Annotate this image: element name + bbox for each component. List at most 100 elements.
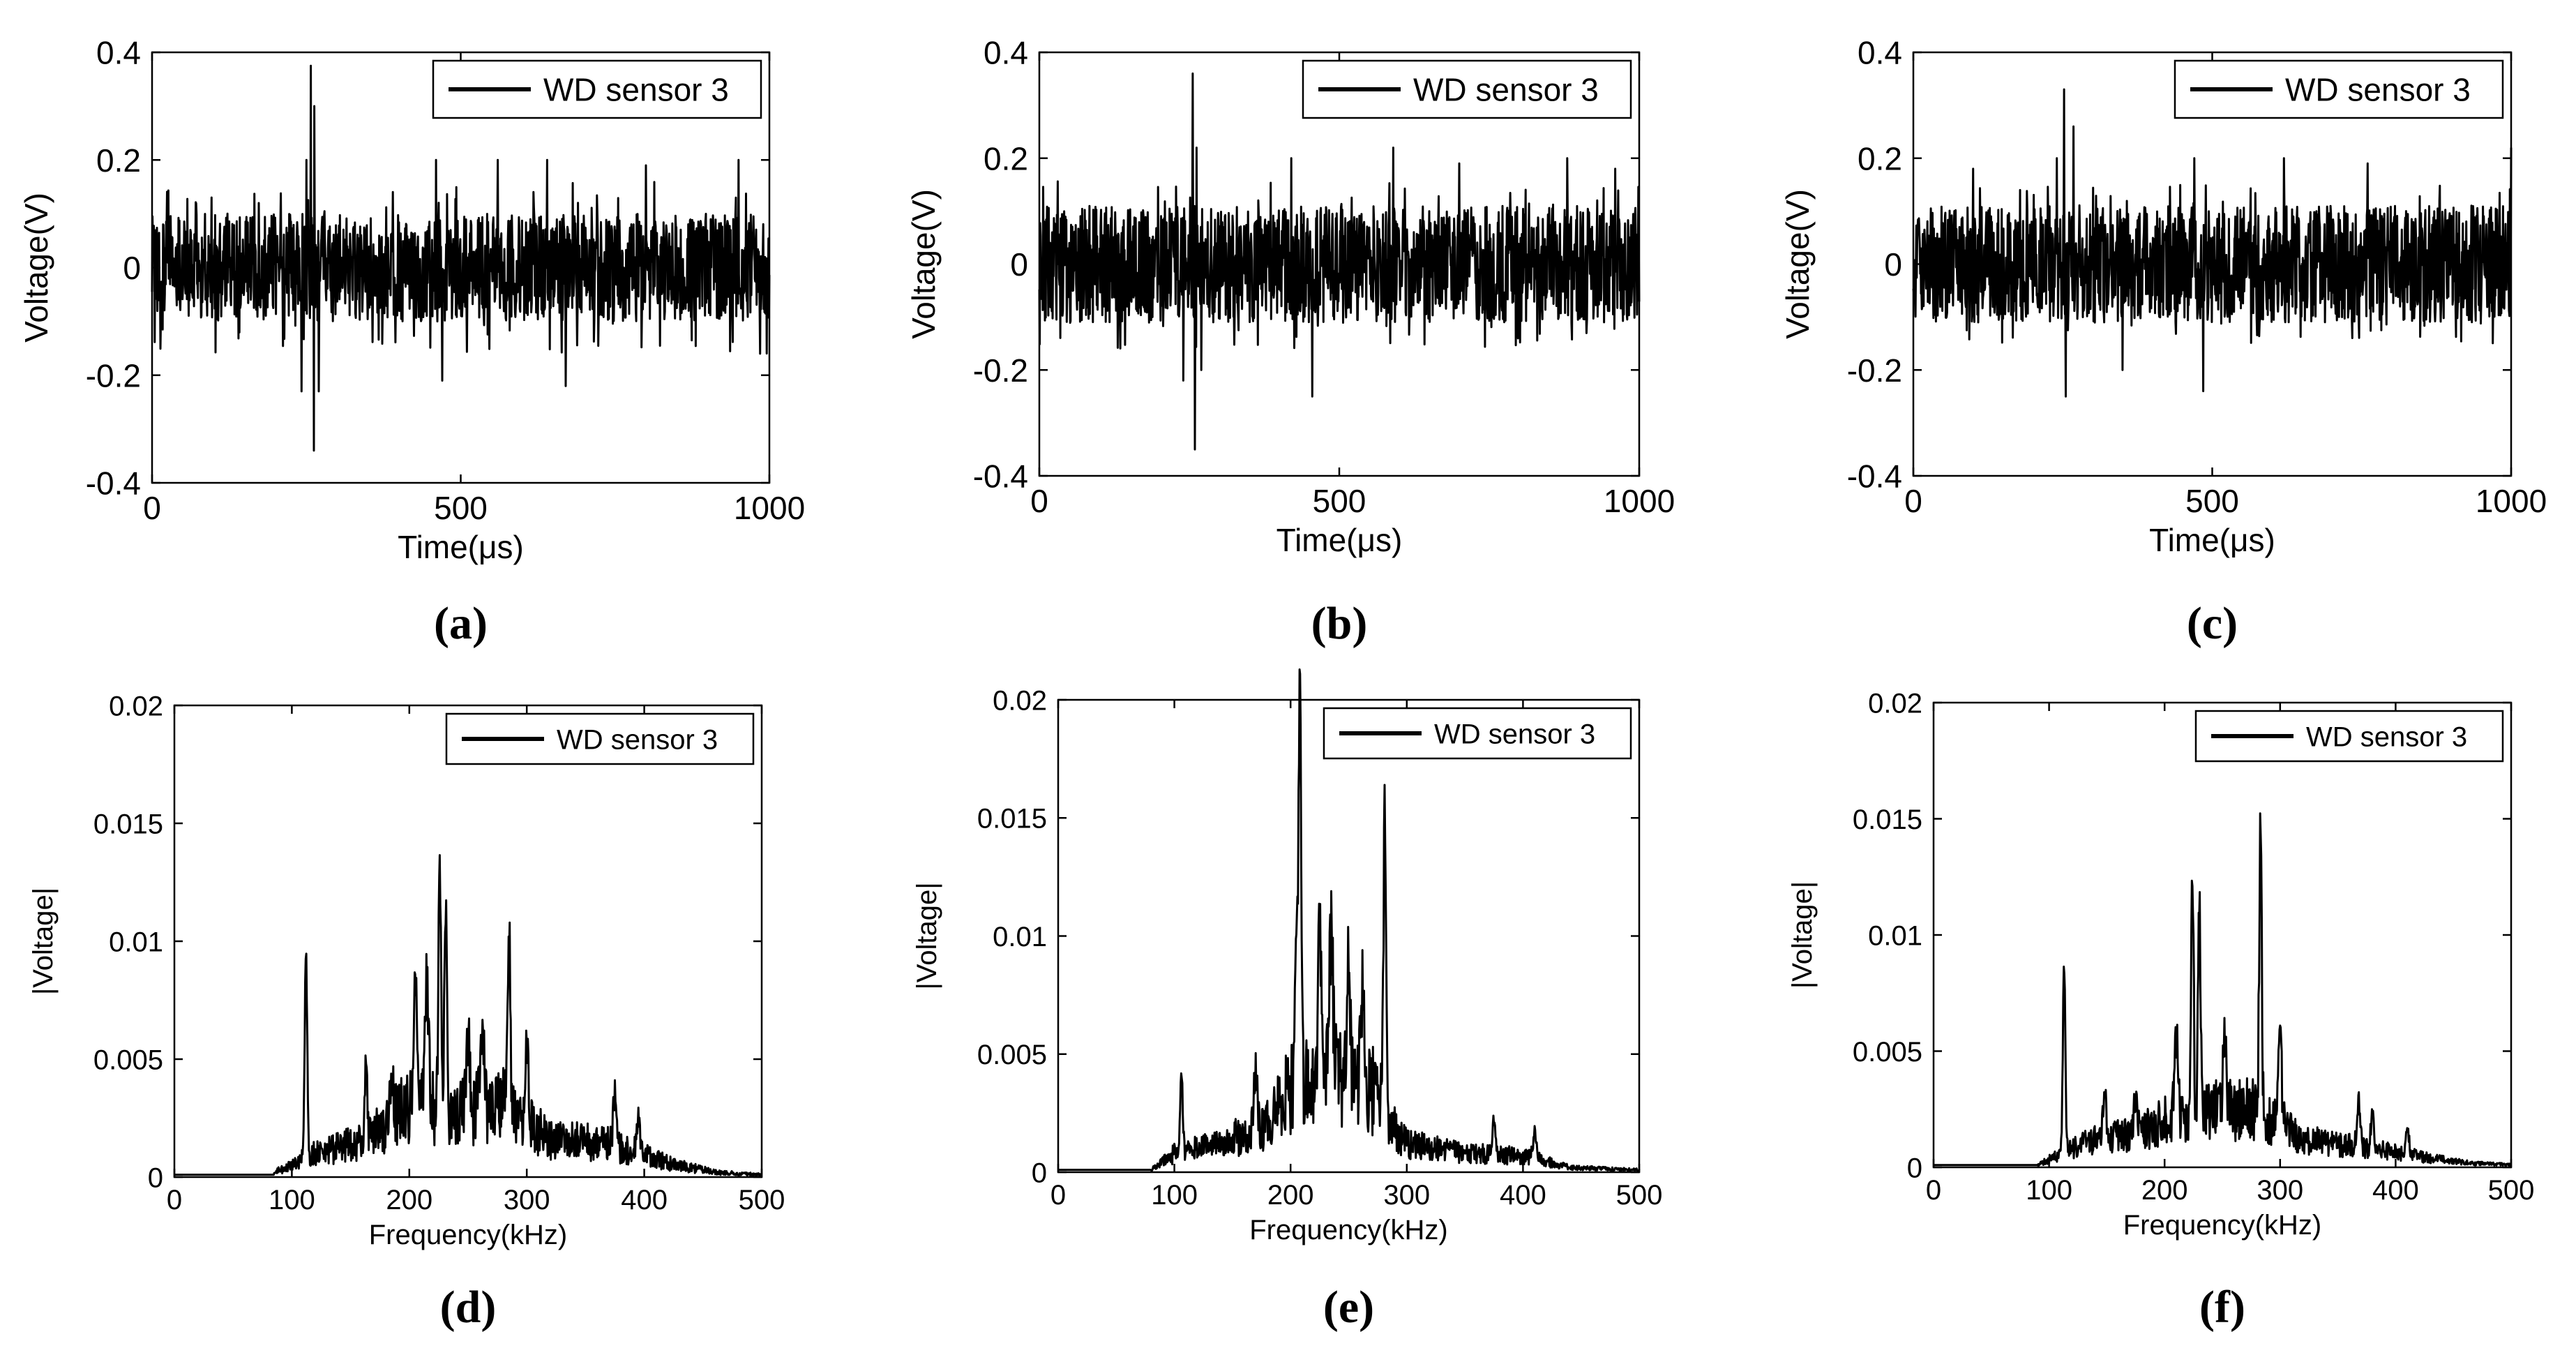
y-tick-label: 0.4 xyxy=(1858,35,1902,71)
y-axis-label: Voltage(V) xyxy=(18,193,54,343)
x-tick-label: 500 xyxy=(1616,1180,1663,1211)
chart-d: 0 100 200 300 400 500 0 0.005 0.01 0.015 0.02 Frequ… xyxy=(28,691,785,1333)
x-tick-label: 400 xyxy=(2372,1175,2419,1206)
series-line-wd-sensor-3 xyxy=(151,64,771,452)
x-tick-label: 500 xyxy=(434,490,488,526)
series-line-wd-sensor-3 xyxy=(1057,668,1641,1172)
legend: WD sensor 3 xyxy=(432,59,762,119)
x-tick-label: 300 xyxy=(2257,1175,2303,1206)
chart-e: 0 100 200 300 400 500 0 0.005 0.01 0.015 0.02 Frequ… xyxy=(912,668,1663,1333)
legend-label: WD sensor 3 xyxy=(2285,72,2471,108)
x-tick-label: 400 xyxy=(1500,1180,1546,1211)
y-tick-label: -0.2 xyxy=(86,357,141,394)
x-tick-label: 300 xyxy=(1383,1180,1430,1211)
subfigure-caption: (c) xyxy=(2187,598,2238,649)
legend-label: WD sensor 3 xyxy=(557,724,718,755)
x-tick-label: 0 xyxy=(1050,1180,1066,1211)
y-tick-label: 0.005 xyxy=(93,1045,163,1075)
subfigure-caption: (a) xyxy=(434,598,488,649)
y-tick-label: -0.2 xyxy=(1847,352,1902,389)
x-tick-label: 300 xyxy=(504,1185,550,1215)
x-tick-label: 200 xyxy=(386,1185,432,1215)
y-axis-label: |Voltage| xyxy=(912,882,942,989)
subfigure-caption: (d) xyxy=(440,1282,497,1333)
x-tick-label: 200 xyxy=(1267,1180,1314,1211)
series-line-wd-sensor-3 xyxy=(1912,88,2513,398)
x-axis-label: Frequency(kHz) xyxy=(2123,1210,2322,1241)
legend-label: WD sensor 3 xyxy=(1434,719,1595,749)
legend-label: WD sensor 3 xyxy=(2306,721,2467,752)
y-tick-label: 0.4 xyxy=(984,35,1028,71)
x-tick-label: 200 xyxy=(2141,1175,2188,1206)
legend: WD sensor 3 xyxy=(445,712,755,765)
x-axis-label: Time(μs) xyxy=(398,529,524,565)
legend-label: WD sensor 3 xyxy=(543,72,729,108)
legend: WD sensor 3 xyxy=(2194,710,2504,763)
y-tick-label: 0.02 xyxy=(993,685,1047,716)
legend: WD sensor 3 xyxy=(2174,59,2504,119)
x-axis-label: Time(μs) xyxy=(1276,522,1403,558)
chart-f: 0 100 200 300 400 500 0 0.005 0.01 0.015 0.02 Frequ… xyxy=(1787,688,2534,1333)
y-tick-label: -0.4 xyxy=(973,458,1028,495)
x-tick-label: 500 xyxy=(2185,483,2239,519)
plot-frame xyxy=(173,704,763,1178)
x-tick-label: 0 xyxy=(1030,483,1048,519)
chart-c: 0 500 1000 -0.4 -0.2 0 0.2 0.4 Time(μs) Voltage(V… xyxy=(1779,35,2547,649)
x-tick-label: 400 xyxy=(621,1185,668,1215)
y-tick-label: 0.01 xyxy=(993,922,1047,952)
x-tick-label: 1000 xyxy=(2476,483,2547,519)
y-tick-label: 0.005 xyxy=(977,1040,1047,1070)
legend: WD sensor 3 xyxy=(1323,707,1632,760)
x-axis-label: Frequency(kHz) xyxy=(369,1220,568,1250)
y-tick-label: 0.2 xyxy=(96,142,141,179)
y-tick-label: 0.015 xyxy=(1853,804,1922,835)
y-tick-label: 0 xyxy=(1032,1158,1047,1188)
x-tick-label: 100 xyxy=(269,1185,315,1215)
series-line-wd-sensor-3 xyxy=(1038,72,1641,451)
x-tick-label: 1000 xyxy=(734,490,805,526)
x-tick-label: 100 xyxy=(1151,1180,1198,1211)
x-tick-label: 500 xyxy=(2488,1175,2535,1206)
subfigure-caption: (b) xyxy=(1311,598,1368,649)
y-axis-label: Voltage(V) xyxy=(1779,189,1816,339)
y-tick-label: -0.4 xyxy=(86,465,141,502)
y-tick-label: 0 xyxy=(1884,246,1902,283)
chart-b: 0 500 1000 -0.4 -0.2 0 0.2 0.4 Time(μs) Voltage(V… xyxy=(905,35,1675,649)
y-tick-label: 0.2 xyxy=(1858,140,1902,177)
y-tick-label: 0.01 xyxy=(1868,920,1922,951)
y-tick-label: 0.02 xyxy=(1868,688,1922,719)
subfigure-caption: (f) xyxy=(2199,1282,2245,1333)
y-axis-label: |Voltage| xyxy=(1787,881,1818,989)
y-tick-label: 0.4 xyxy=(96,35,141,71)
x-tick-label: 0 xyxy=(167,1185,182,1215)
y-tick-label: 0 xyxy=(148,1162,163,1193)
x-tick-label: 1000 xyxy=(1604,483,1675,519)
series-line-wd-sensor-3 xyxy=(1933,812,2512,1167)
series-line-wd-sensor-3 xyxy=(174,854,762,1177)
y-tick-label: 0.2 xyxy=(984,140,1028,177)
x-tick-label: 500 xyxy=(1313,483,1366,519)
y-tick-label: 0 xyxy=(1010,246,1028,283)
chart-a: 0 500 1000 -0.4 -0.2 0 0.2 0.4 Time(μs) Voltage(V… xyxy=(18,35,805,649)
x-tick-label: 0 xyxy=(1904,483,1922,519)
x-tick-label: 0 xyxy=(143,490,161,526)
y-tick-label: 0.01 xyxy=(109,927,163,957)
y-axis-label: |Voltage| xyxy=(28,888,59,995)
y-tick-label: -0.2 xyxy=(973,352,1028,389)
y-tick-label: -0.4 xyxy=(1847,458,1902,495)
x-axis-label: Frequency(kHz) xyxy=(1249,1215,1448,1245)
legend-label: WD sensor 3 xyxy=(1413,72,1599,108)
y-tick-label: 0.015 xyxy=(93,809,163,839)
y-tick-label: 0.015 xyxy=(977,804,1047,834)
subfigure-caption: (e) xyxy=(1323,1282,1374,1333)
y-tick-label: 0.005 xyxy=(1853,1037,1922,1068)
x-axis-label: Time(μs) xyxy=(2149,522,2275,558)
y-tick-label: 0 xyxy=(1907,1153,1922,1183)
y-axis-label: Voltage(V) xyxy=(905,189,942,339)
legend: WD sensor 3 xyxy=(1302,59,1632,119)
x-tick-label: 0 xyxy=(1926,1175,1941,1206)
y-tick-label: 0 xyxy=(123,250,141,286)
y-tick-label: 0.02 xyxy=(109,691,163,721)
x-tick-label: 100 xyxy=(2026,1175,2072,1206)
